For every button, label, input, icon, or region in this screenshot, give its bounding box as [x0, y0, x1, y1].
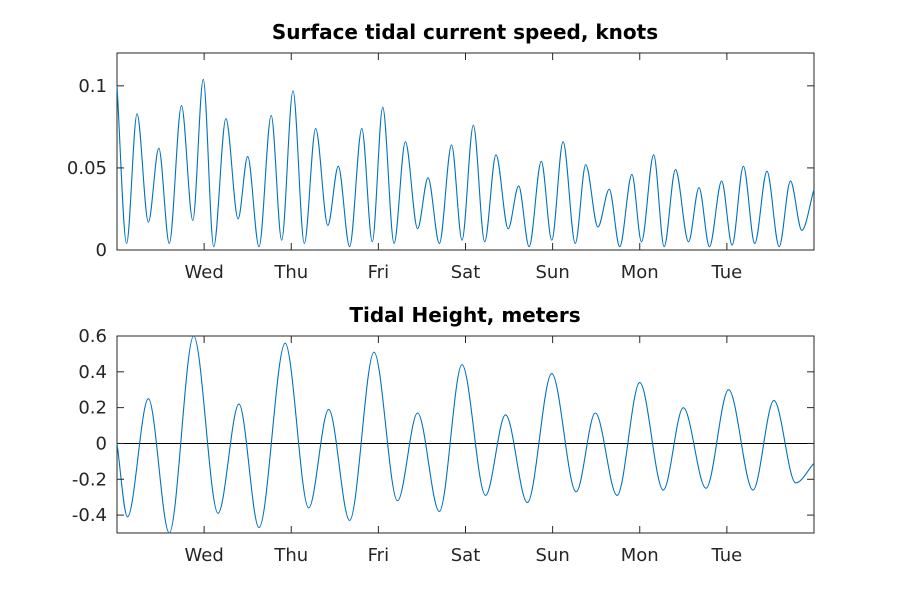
y-tick-label: -0.2 — [72, 469, 107, 490]
plot-area — [116, 335, 815, 534]
x-tick-label: Mon — [621, 262, 659, 283]
x-tick-label: Sun — [536, 545, 570, 566]
x-tick-label: Wed — [185, 262, 224, 283]
y-tick-label: 0.1 — [78, 76, 107, 97]
x-tick-label: Thu — [273, 262, 308, 283]
y-tick-label: 0.6 — [78, 326, 107, 347]
tidal-height-chart: Tidal Height, meters -0.4 -0.2 0 0.2 0.4 0.6 W… — [72, 303, 815, 566]
x-tick-label: Fri — [368, 262, 389, 283]
chart-title: Tidal Height, meters — [349, 303, 580, 327]
x-tick-label: Mon — [621, 545, 659, 566]
x-tick-label: Sat — [451, 545, 481, 566]
y-tick-label: 0 — [96, 240, 107, 261]
chart-title: Surface tidal current speed, knots — [272, 20, 658, 44]
x-tick-label: Thu — [273, 545, 308, 566]
x-tick-label: Tue — [711, 262, 743, 283]
x-tick-label: Sun — [536, 262, 570, 283]
x-tick-label: Sat — [451, 262, 481, 283]
y-tick-label: 0.2 — [78, 398, 107, 419]
y-tick-label: -0.4 — [72, 505, 107, 526]
data-series-line — [116, 78, 815, 248]
x-tick-label: Tue — [711, 545, 743, 566]
data-series-line — [116, 335, 815, 534]
y-tick-label: 0 — [96, 433, 107, 454]
x-tick-label: Wed — [185, 545, 224, 566]
current-speed-chart: Surface tidal current speed, knots 0 0.05… — [67, 20, 815, 283]
y-tick-label: 0.4 — [78, 362, 107, 383]
y-tick-label: 0.05 — [67, 158, 107, 179]
x-tick-label: Fri — [368, 545, 389, 566]
